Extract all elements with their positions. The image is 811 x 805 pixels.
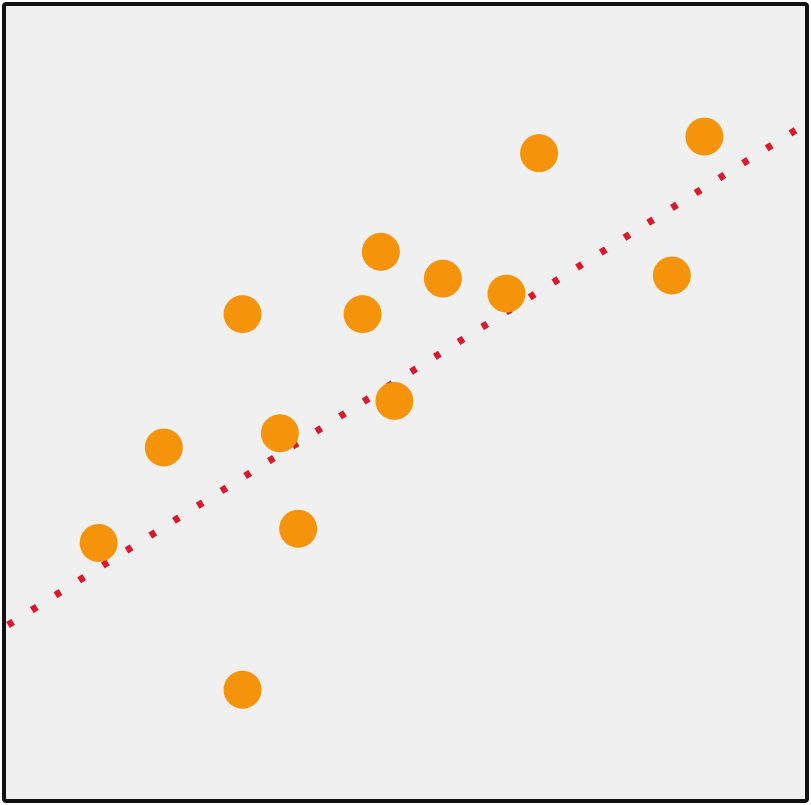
scatter-point: [223, 295, 262, 334]
scatter-point: [361, 232, 400, 271]
scatter-point: [423, 259, 462, 298]
scatter-point: [260, 414, 299, 453]
scatter-point: [487, 274, 526, 313]
scatter-point: [375, 381, 414, 420]
scatter-point: [79, 523, 118, 562]
scatter-point: [520, 134, 559, 173]
scatter-point: [144, 428, 183, 467]
scatter-point: [685, 117, 724, 156]
scatter-point: [223, 670, 262, 709]
scatter-point: [279, 509, 318, 548]
scatter-point: [652, 256, 691, 295]
points-layer: [79, 117, 724, 709]
scatter-point: [343, 295, 382, 334]
